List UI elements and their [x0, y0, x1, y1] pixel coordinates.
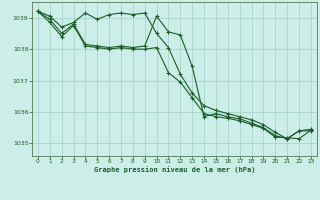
- X-axis label: Graphe pression niveau de la mer (hPa): Graphe pression niveau de la mer (hPa): [94, 167, 255, 173]
